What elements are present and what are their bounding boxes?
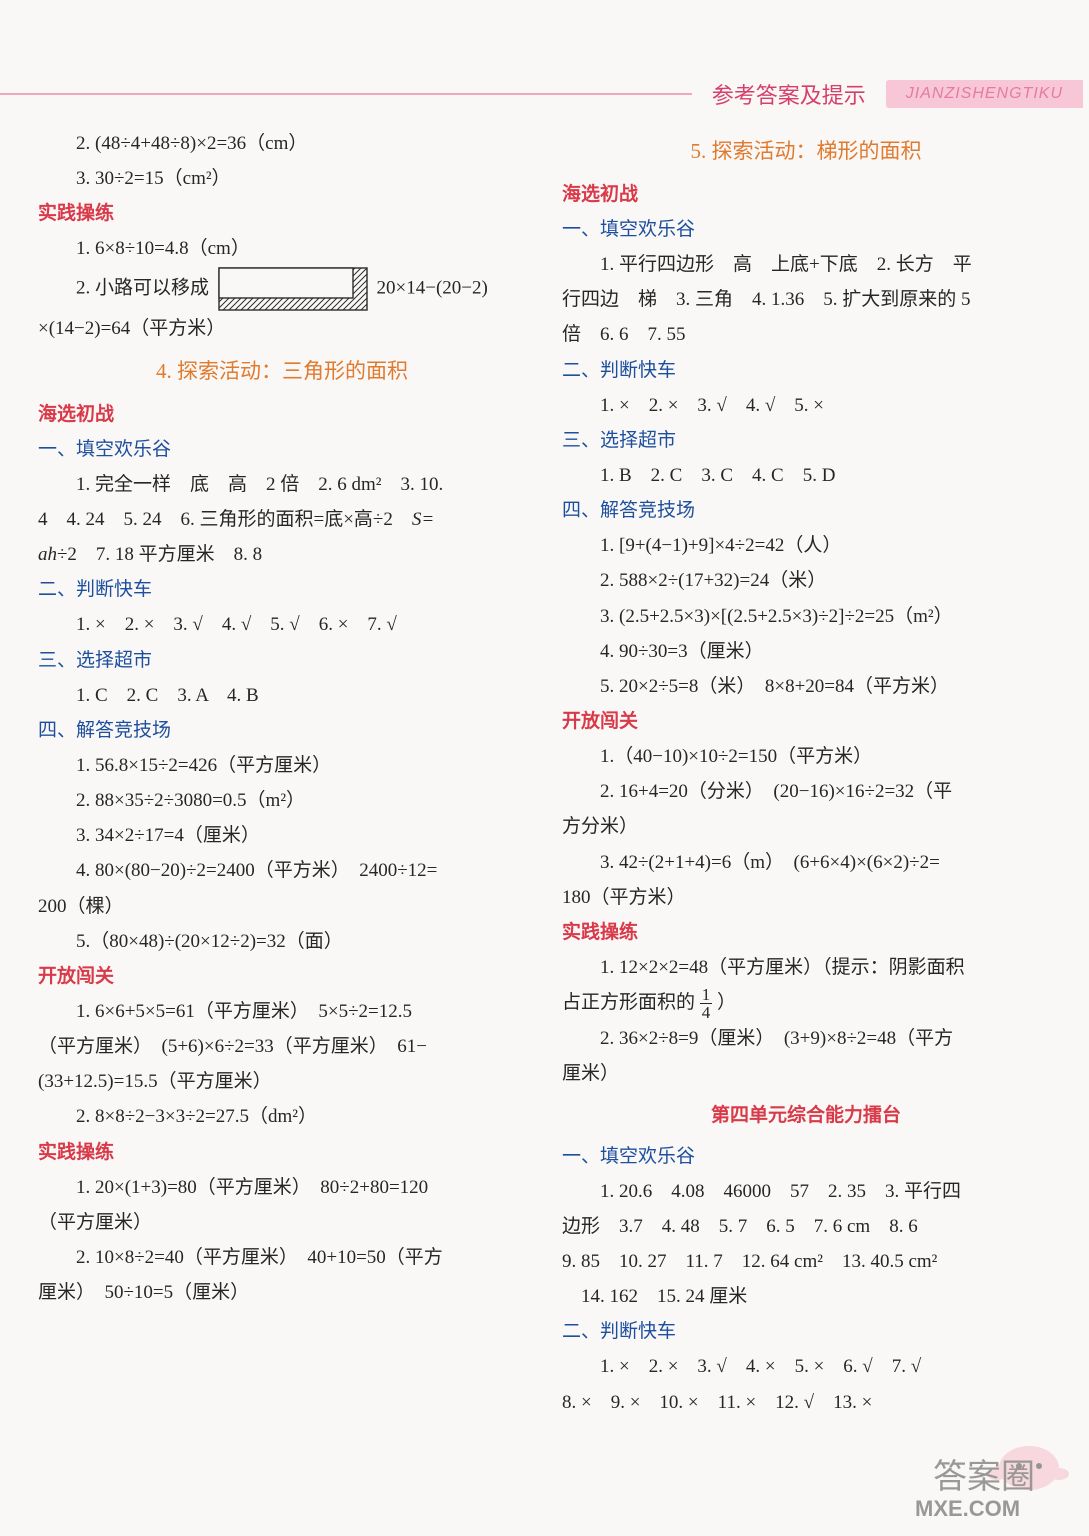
text-line: 2. 10×8÷2=40（平方厘米） 40+10=50（平方 [38,1240,526,1275]
text-line: (33+12.5)=15.5（平方厘米） [38,1064,526,1099]
text-line: 5.（80×48)÷(20×12÷2)=32（面） [38,924,526,959]
text-line: 14. 162 15. 24 厘米 [562,1279,1050,1314]
text-line: 2. 36×2÷8=9（厘米） (3+9)×8÷2=48（平方 [562,1021,1050,1056]
subsection-heading: 一、填空欢乐谷 [562,212,1050,247]
section-heading: 开放闯关 [562,704,1050,739]
subsection-heading: 三、选择超市 [562,423,1050,458]
text-line: 1. 20×(1+3)=80（平方厘米） 80÷2+80=120 [38,1170,526,1205]
text-line: ） [717,992,736,1013]
text-line: （平方厘米） [38,1205,526,1240]
subsection-heading: 二、判断快车 [38,572,526,607]
subsection-heading: 三、选择超市 [38,643,526,678]
fraction: 14 [700,986,713,1021]
text-line: 2. (48÷4+48÷8)×2=36（cm） [38,126,526,161]
text-line: ah÷2 7. 18 平方厘米 8. 8 [38,537,526,572]
text-line: 1. [9+(4−1)+9]×4÷2=42（人） [562,528,1050,563]
text-line: （平方厘米） (5+6)×6÷2=33（平方厘米） 61− [38,1029,526,1064]
text-line: 2. 16+4=20（分米） (20−16)×16÷2=32（平 [562,774,1050,809]
text-line: 边形 3.7 4. 48 5. 7 6. 5 7. 6 cm 8. 6 [562,1209,1050,1244]
text-line: 2. 小路可以移成 [76,277,209,298]
text-line: 3. 42÷(2+1+4)=6（m） (6+6×4)×(6×2)÷2= [562,845,1050,880]
text-italic: S= [412,509,434,530]
topic-title: 5. 探索活动：梯形的面积 [562,132,1050,171]
text-line: 行四边 梯 3. 三角 4. 1.36 5. 扩大到原来的 5 [562,282,1050,317]
text-line: 1. × 2. × 3. √ 4. √ 5. × [562,388,1050,423]
content-columns: 2. (48÷4+48÷8)×2=36（cm） 3. 30÷2=15（cm²） … [38,126,1051,1508]
text-line: 1. × 2. × 3. √ 4. √ 5. √ 6. × 7. √ [38,607,526,642]
text-line: 占正方形面积的 14 ） [562,985,1050,1021]
unit-title: 第四单元综合能力擂台 [562,1098,1050,1133]
section-heading: 实践操练 [38,196,526,231]
text-line: 1. 6×8÷10=4.8（cm） [38,231,526,266]
text-line: 180（平方米） [562,880,1050,915]
header-band: 参考答案及提示 JIANZISHENGTIKU [0,78,1089,110]
text-line: 1. 完全一样 底 高 2 倍 2. 6 dm² 3. 10. [76,474,443,495]
text-line: 方分米） [562,809,1050,844]
subsection-heading: 四、解答竞技场 [38,713,526,748]
text-line: 2. 小路可以移成 20×14−(20−2) [38,267,526,311]
section-heading: 开放闯关 [38,959,526,994]
text-line: 4 4. 24 5. 24 6. 三角形的面积=底×高÷2 S= [38,502,526,537]
text-line: 占正方形面积的 [562,992,695,1013]
text-line: 4. 80×(80−20)÷2=2400（平方米） 2400÷12= [38,853,526,888]
subsection-heading: 二、判断快车 [562,353,1050,388]
text-line: 厘米） 50÷10=5（厘米） [38,1275,526,1310]
text-line: 3. 34×2÷17=4（厘米） [38,818,526,853]
text-line: 1. C 2. C 3. A 4. B [38,678,526,713]
text-line: 9. 85 10. 27 11. 7 12. 64 cm² 13. 40.5 c… [562,1244,1050,1279]
text-line: 2. 88×35÷2÷3080=0.5（m²） [38,783,526,818]
text-line: 3. (2.5+2.5×3)×[(2.5+2.5×3)÷2]÷2=25（m²） [562,599,1050,634]
left-column: 2. (48÷4+48÷8)×2=36（cm） 3. 30÷2=15（cm²） … [38,126,526,1508]
subsection-heading: 一、填空欢乐谷 [562,1139,1050,1174]
text-line: 8. × 9. × 10. × 11. × 12. √ 13. × [562,1385,1050,1420]
header-pinyin: JIANZISHENGTIKU [886,80,1083,108]
path-diagram [218,267,368,311]
watermark: 答案圈 MXE.COM [853,1444,1073,1524]
text-line: 1. 平行四边形 高 上底+下底 2. 长方 平 [562,247,1050,282]
header-rule [0,93,692,95]
text-italic: ah [38,544,57,565]
subsection-heading: 二、判断快车 [562,1314,1050,1349]
header-title: 参考答案及提示 [692,78,886,110]
text-line: 1. × 2. × 3. √ 4. × 5. × 6. √ 7. √ [562,1349,1050,1384]
subsection-heading: 四、解答竞技场 [562,493,1050,528]
watermark-top: 答案圈 [933,1458,1035,1496]
watermark-bottom: MXE.COM [915,1496,1020,1521]
section-heading: 海选初战 [38,397,526,432]
text-line: 厘米） [562,1056,1050,1091]
text-line: 1. 完全一样 底 高 2 倍 2. 6 dm² 3. 10. [38,467,526,502]
text-line: 5. 20×2÷5=8（米） 8×8+20=84（平方米） [562,669,1050,704]
text-line: 2. 588×2÷(17+32)=24（米） [562,563,1050,598]
text-line: 20×14−(20−2) [377,277,488,298]
text-line: 1. 6×6+5×5=61（平方厘米） 5×5÷2=12.5 [38,994,526,1029]
text-line: ÷2 7. 18 平方厘米 8. 8 [57,544,262,565]
text-line: 1.（40−10)×10÷2=150（平方米） [562,739,1050,774]
text-line: 1. 56.8×15÷2=426（平方厘米） [38,748,526,783]
text-line: 200（棵） [38,889,526,924]
text-line: ×(14−2)=64（平方米） [38,311,526,346]
text-line: 倍 6. 6 7. 55 [562,317,1050,352]
text-line: 1. 12×2×2=48（平方厘米）（提示：阴影面积 [562,950,1050,985]
text-line: 4. 90÷30=3（厘米） [562,634,1050,669]
right-column: 5. 探索活动：梯形的面积 海选初战 一、填空欢乐谷 1. 平行四边形 高 上底… [562,126,1050,1508]
text-line: 1. 20.6 4.08 46000 57 2. 35 3. 平行四 [562,1174,1050,1209]
text-line: 1. B 2. C 3. C 4. C 5. D [562,458,1050,493]
section-heading: 实践操练 [562,915,1050,950]
subsection-heading: 一、填空欢乐谷 [38,432,526,467]
text-line: 4 4. 24 5. 24 6. 三角形的面积=底×高÷2 [38,509,412,530]
section-heading: 海选初战 [562,177,1050,212]
text-line: 3. 30÷2=15（cm²） [38,161,526,196]
section-heading: 实践操练 [38,1135,526,1170]
topic-title: 4. 探索活动：三角形的面积 [38,352,526,391]
text-line: 2. 8×8÷2−3×3÷2=27.5（dm²） [38,1099,526,1134]
